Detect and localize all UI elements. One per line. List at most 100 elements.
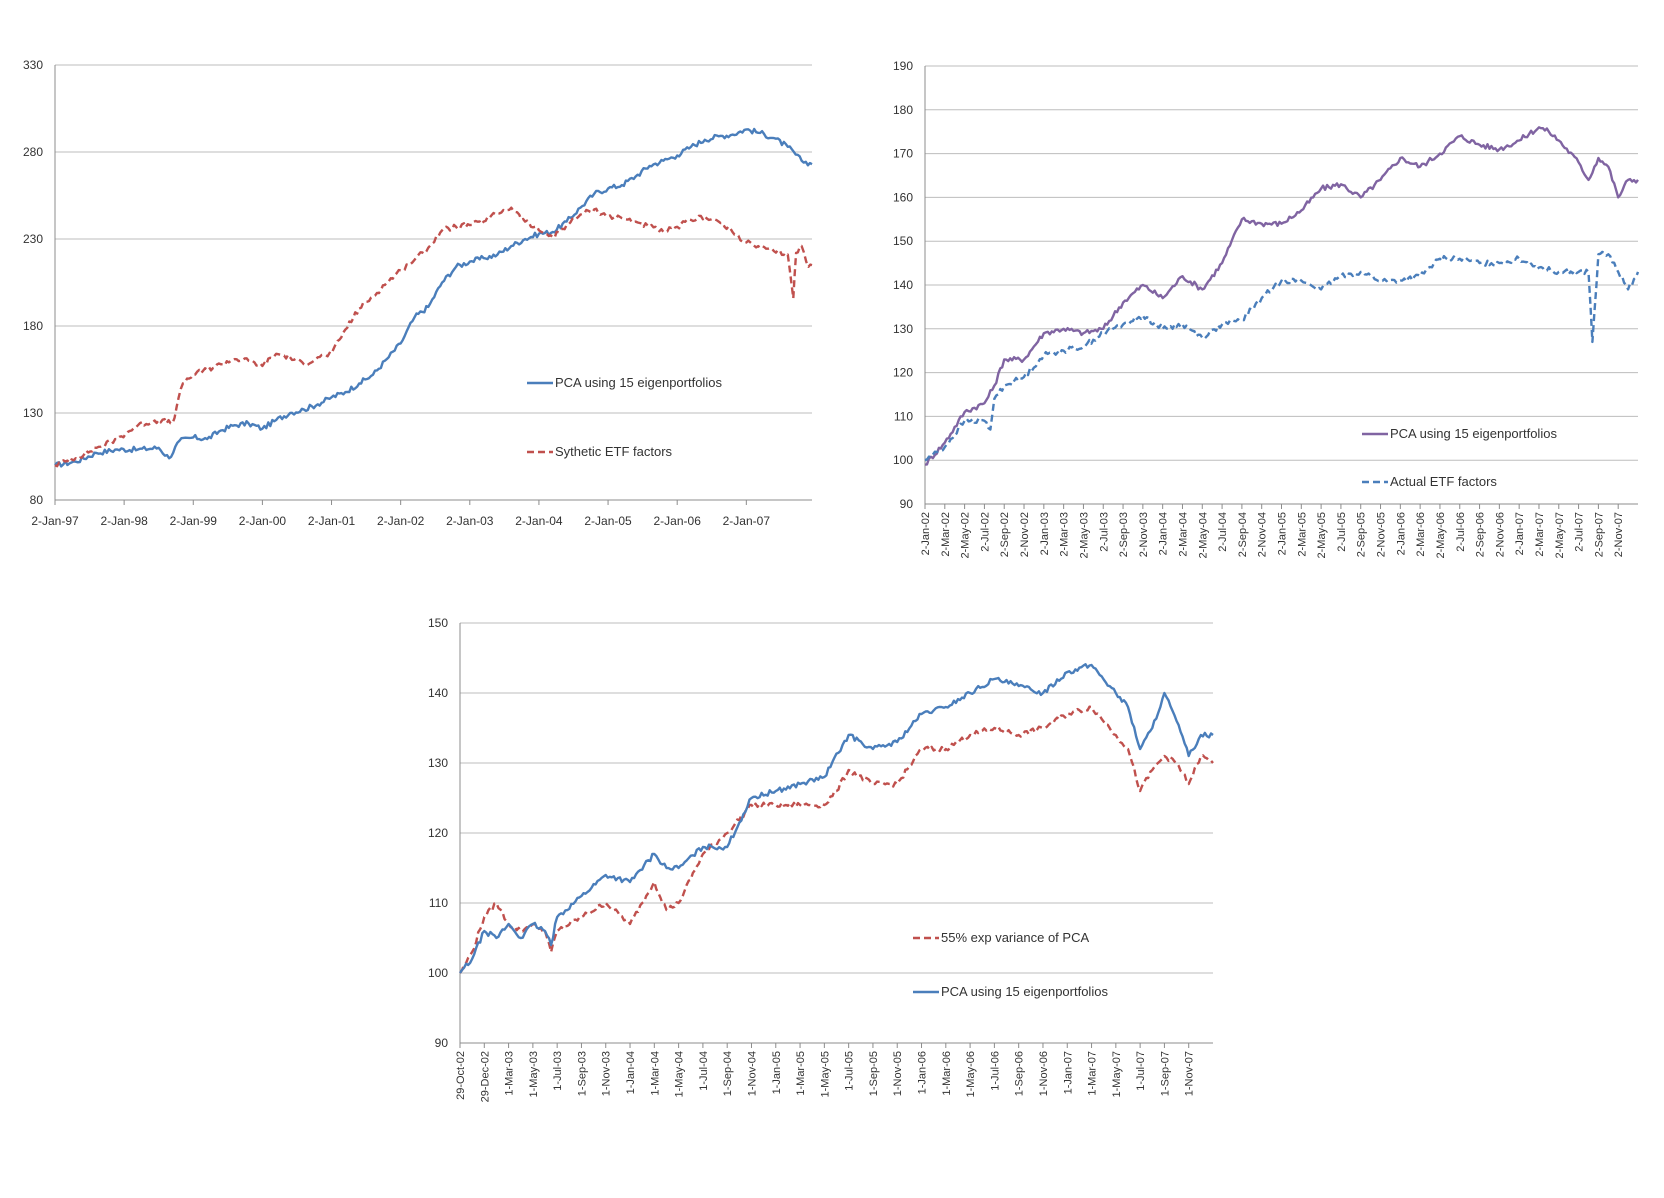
- x-tick-label: 2-Jul-06: [1455, 512, 1467, 552]
- y-tick-label: 130: [428, 756, 448, 770]
- series-line-2: [924, 250, 1640, 462]
- x-tick-label: 1-Sep-05: [868, 1051, 880, 1096]
- y-tick-label: 150: [893, 234, 913, 248]
- x-tick-label: 1-May-05: [819, 1051, 831, 1097]
- y-tick-label: 160: [893, 190, 913, 204]
- x-tick-label: 2-Jan-05: [584, 514, 632, 528]
- x-tick-label: 2-Sep-03: [1118, 512, 1130, 557]
- y-tick-label: 190: [893, 59, 913, 73]
- x-tick-label: 1-Sep-03: [576, 1051, 588, 1096]
- x-tick-label: 2-May-05: [1316, 512, 1328, 558]
- x-tick-label: 2-Nov-02: [1019, 512, 1031, 557]
- series-line-2: [54, 206, 813, 468]
- chart-bottom: 90 100 110 120 130 140 150 29-Oct-02 29-Dec-02 1-…: [428, 616, 1214, 1102]
- x-tick-label: 2-Nov-05: [1376, 512, 1388, 557]
- x-tick-label: 1-Jan-04: [625, 1051, 637, 1094]
- x-tick-label: 1-Mar-05: [795, 1051, 807, 1096]
- x-tick-label: 2-Sep-02: [999, 512, 1011, 557]
- x-tick-label: 1-Sep-07: [1159, 1051, 1171, 1096]
- legend-label: 55% exp variance of PCA: [941, 930, 1089, 945]
- x-tick-label: 2-Sep-05: [1356, 512, 1368, 557]
- y-tick-label: 170: [893, 147, 913, 161]
- x-tick-label: 1-Sep-04: [722, 1051, 734, 1096]
- x-tick-label: 2-Jan-06: [654, 514, 702, 528]
- x-tick-label: 2-Sep-04: [1237, 512, 1249, 557]
- chart-top-right: 90 100 110 120 130 140 150 160 170 180 190 2-Jan-02…: [893, 59, 1640, 558]
- x-tick-label: 2-Nov-06: [1494, 512, 1506, 557]
- x-tick-label: 2-Jan-97: [31, 514, 79, 528]
- x-tick-label: 1-May-04: [674, 1051, 686, 1097]
- x-tick-label: 2-Jan-02: [377, 514, 425, 528]
- x-tick-label: 1-Jan-07: [1062, 1051, 1074, 1094]
- x-tick-label: 29-Dec-02: [479, 1051, 491, 1102]
- x-tick-label: 1-Nov-06: [1038, 1051, 1050, 1096]
- series-line-1: [924, 126, 1639, 466]
- x-tick-label: 1-Nov-07: [1184, 1051, 1196, 1096]
- x-tick-label: 1-Sep-06: [1014, 1051, 1026, 1096]
- y-tick-label: 180: [893, 103, 913, 117]
- x-tick-label: 1-May-03: [528, 1051, 540, 1097]
- x-tick-label: 2-Jan-03: [1039, 512, 1051, 555]
- y-tick-label: 140: [893, 278, 913, 292]
- y-tick-label: 120: [428, 826, 448, 840]
- x-tick-label: 2-Jan-03: [446, 514, 494, 528]
- y-tick-label: 90: [900, 497, 914, 511]
- x-tick-label: 1-Mar-07: [1087, 1051, 1099, 1096]
- y-tick-label: 110: [429, 896, 448, 910]
- x-tick-label: 2-Jan-02: [920, 512, 932, 555]
- x-tick-label: 2-Nov-04: [1257, 512, 1269, 557]
- x-tick-label: 29-Oct-02: [455, 1051, 467, 1100]
- legend-label: PCA using 15 eigenportfolios: [1390, 426, 1557, 441]
- x-tick-label: 1-Nov-04: [746, 1051, 758, 1096]
- x-tick-label: 2-May-06: [1435, 512, 1447, 558]
- y-tick-label: 140: [428, 686, 448, 700]
- legend-label: PCA using 15 eigenportfolios: [941, 984, 1108, 999]
- x-tick-label: 2-Mar-05: [1296, 512, 1308, 557]
- x-tick-label: 2-Jan-05: [1277, 512, 1289, 555]
- x-tick-label: 2-Jan-98: [100, 514, 148, 528]
- legend-label: Sythetic ETF factors: [555, 444, 673, 459]
- x-tick-label: 2-Jan-04: [1158, 512, 1170, 555]
- y-tick-label: 110: [894, 409, 913, 423]
- y-tick-label: 80: [30, 493, 44, 507]
- x-tick-label: 1-May-06: [965, 1051, 977, 1097]
- x-tick-label: 1-Mar-03: [504, 1051, 516, 1096]
- series-line-1: [459, 705, 1214, 974]
- x-tick-label: 2-Jan-01: [308, 514, 356, 528]
- y-tick-label: 230: [23, 232, 43, 246]
- x-tick-label: 2-Mar-04: [1177, 512, 1189, 557]
- x-tick-label: 2-Jul-02: [979, 512, 991, 552]
- x-tick-label: 2-Jan-07: [1514, 512, 1526, 555]
- x-tick-label: 2-Nov-07: [1613, 512, 1625, 557]
- x-tick-label: 2-Jan-07: [723, 514, 771, 528]
- x-tick-label: 1-Nov-05: [892, 1051, 904, 1096]
- x-tick-label: 2-Jul-03: [1098, 512, 1110, 552]
- y-tick-label: 130: [893, 322, 913, 336]
- legend-label: Actual ETF factors: [1390, 474, 1497, 489]
- y-tick-label: 100: [428, 966, 448, 980]
- x-tick-label: 2-Mar-06: [1415, 512, 1427, 557]
- x-tick-label: 1-Jan-06: [917, 1051, 929, 1094]
- x-tick-label: 2-Jan-99: [170, 514, 218, 528]
- y-tick-label: 150: [428, 616, 448, 630]
- x-tick-label: 2-Mar-03: [1059, 512, 1071, 557]
- x-tick-label: 2-Nov-03: [1138, 512, 1150, 557]
- x-tick-label: 1-Mar-06: [941, 1051, 953, 1096]
- x-tick-label: 2-May-02: [960, 512, 972, 558]
- x-tick-label: 2-Jan-06: [1395, 512, 1407, 555]
- x-tick-label: 2-Jul-05: [1336, 512, 1348, 552]
- x-tick-label: 2-May-04: [1197, 512, 1209, 558]
- legend-label: PCA using 15 eigenportfolios: [555, 375, 722, 390]
- x-tick-label: 1-Mar-04: [649, 1051, 661, 1096]
- x-tick-label: 2-Jul-04: [1217, 512, 1229, 552]
- chart-top-left: 80 130 180 230 280 330 2-Jan-97 2-Jan-98 2-Jan-9…: [23, 58, 813, 528]
- y-tick-label: 180: [23, 319, 43, 333]
- x-tick-label: 2-Sep-07: [1593, 512, 1605, 557]
- x-tick-label: 2-May-07: [1554, 512, 1566, 558]
- x-tick-label: 1-Jul-06: [989, 1051, 1001, 1091]
- x-tick-label: 1-Jul-04: [698, 1051, 710, 1091]
- x-tick-label: 2-Jan-04: [515, 514, 563, 528]
- x-tick-label: 1-Jul-07: [1135, 1051, 1147, 1091]
- y-tick-label: 120: [893, 366, 913, 380]
